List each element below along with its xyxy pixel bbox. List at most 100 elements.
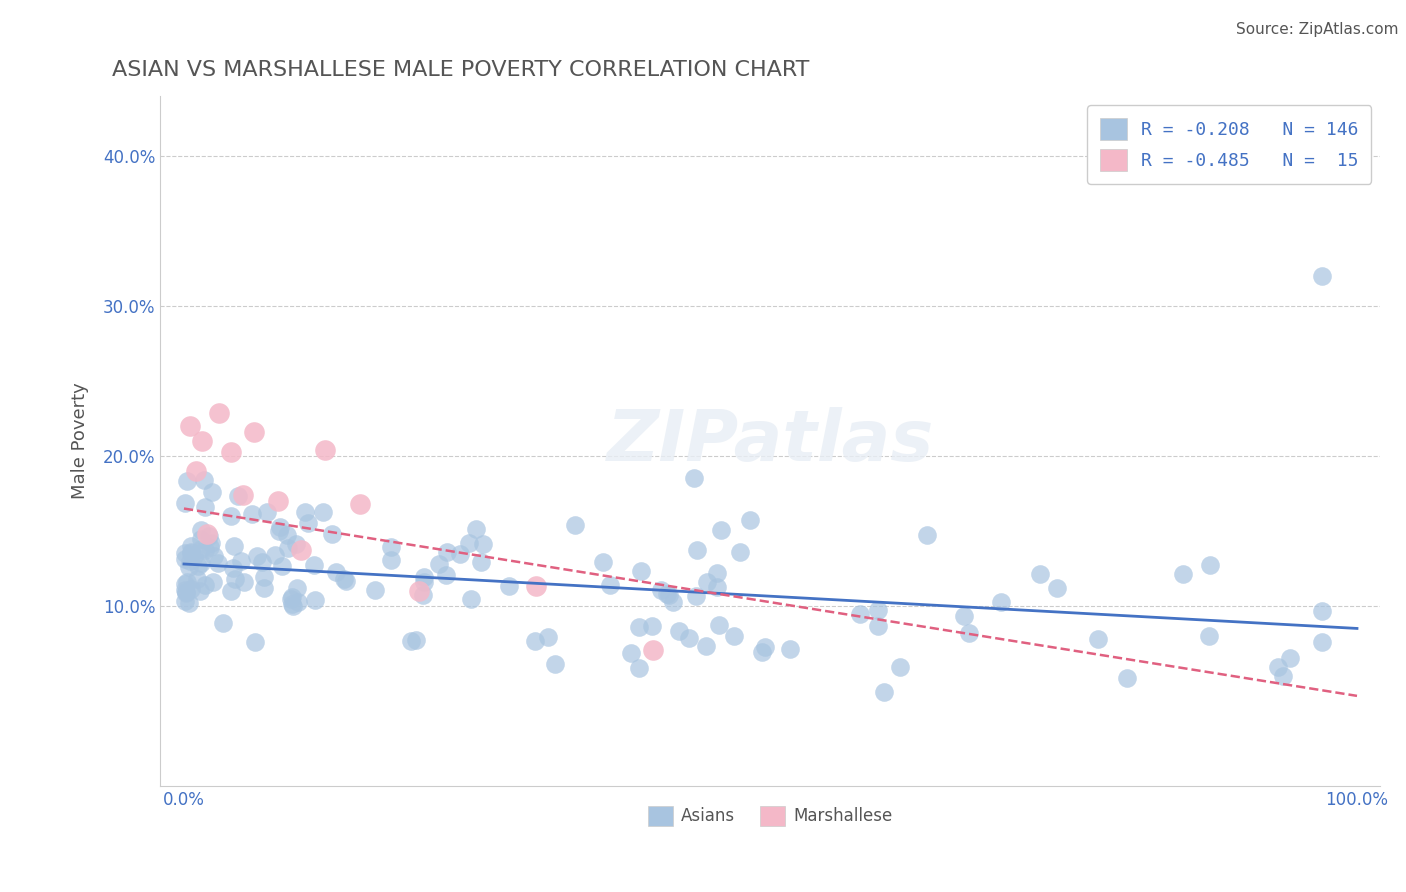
Point xyxy=(779,642,801,657)
Point xyxy=(627,620,650,634)
Point xyxy=(751,645,773,659)
Point xyxy=(312,505,335,519)
Text: ZIPatlas: ZIPatlas xyxy=(607,407,934,475)
Point xyxy=(1272,669,1295,683)
Point xyxy=(222,561,245,575)
Point xyxy=(184,464,207,478)
Point xyxy=(304,592,326,607)
Point xyxy=(188,584,211,599)
Legend: Asians, Marshallese: Asians, Marshallese xyxy=(641,799,900,832)
Point xyxy=(194,500,217,514)
Point xyxy=(544,657,567,672)
Point xyxy=(176,474,198,488)
Point xyxy=(868,619,890,633)
Point xyxy=(197,526,219,541)
Point xyxy=(449,547,471,561)
Point xyxy=(685,589,707,603)
Point xyxy=(460,592,482,607)
Point xyxy=(190,532,212,546)
Point xyxy=(668,624,690,639)
Point xyxy=(1310,269,1333,284)
Point xyxy=(627,660,650,674)
Text: Source: ZipAtlas.com: Source: ZipAtlas.com xyxy=(1236,22,1399,37)
Point xyxy=(253,581,276,595)
Point xyxy=(179,419,201,434)
Point xyxy=(187,558,209,573)
Point xyxy=(537,630,560,644)
Point xyxy=(232,488,254,502)
Point xyxy=(380,553,402,567)
Point xyxy=(174,582,197,597)
Point xyxy=(269,524,291,538)
Point xyxy=(219,445,242,459)
Point xyxy=(321,527,343,541)
Point xyxy=(180,545,202,559)
Point xyxy=(643,642,665,657)
Point xyxy=(630,564,652,578)
Point xyxy=(524,634,547,648)
Point xyxy=(408,584,430,599)
Point xyxy=(333,572,356,586)
Point xyxy=(179,554,201,568)
Point xyxy=(465,522,488,536)
Point xyxy=(990,594,1012,608)
Point xyxy=(302,558,325,572)
Text: ASIAN VS MARSHALLESE MALE POVERTY CORRELATION CHART: ASIAN VS MARSHALLESE MALE POVERTY CORREL… xyxy=(111,60,808,79)
Point xyxy=(194,578,217,592)
Point xyxy=(180,540,202,554)
Point xyxy=(957,625,980,640)
Point xyxy=(174,496,197,510)
Point xyxy=(174,546,197,560)
Point xyxy=(873,685,896,699)
Point xyxy=(592,555,614,569)
Point xyxy=(686,542,709,557)
Point xyxy=(200,536,222,550)
Point xyxy=(678,631,700,645)
Point xyxy=(413,570,436,584)
Y-axis label: Male Poverty: Male Poverty xyxy=(72,383,89,500)
Point xyxy=(280,591,302,606)
Point xyxy=(1310,635,1333,649)
Point xyxy=(427,557,450,571)
Point xyxy=(1087,632,1109,647)
Point xyxy=(190,556,212,570)
Point xyxy=(1029,566,1052,581)
Point xyxy=(915,528,938,542)
Point xyxy=(706,580,728,594)
Point xyxy=(207,556,229,570)
Point xyxy=(707,618,730,632)
Point xyxy=(190,523,212,537)
Point xyxy=(436,545,458,559)
Point xyxy=(180,546,202,560)
Point xyxy=(277,541,299,556)
Point xyxy=(1115,671,1137,685)
Point xyxy=(1198,629,1220,643)
Point xyxy=(219,509,242,524)
Point xyxy=(183,549,205,563)
Point xyxy=(641,619,664,633)
Point xyxy=(399,634,422,648)
Point xyxy=(889,660,911,674)
Point xyxy=(198,540,221,554)
Point xyxy=(290,543,312,558)
Point xyxy=(738,513,761,527)
Point xyxy=(1310,604,1333,618)
Point xyxy=(728,545,751,559)
Point xyxy=(179,559,201,574)
Point xyxy=(706,566,728,581)
Point xyxy=(1171,566,1194,581)
Point xyxy=(314,442,336,457)
Point xyxy=(412,575,434,590)
Point xyxy=(276,528,298,542)
Point xyxy=(661,595,683,609)
Point xyxy=(335,574,357,588)
Point xyxy=(174,576,197,591)
Point xyxy=(231,554,253,568)
Point xyxy=(198,529,221,543)
Point xyxy=(284,537,307,551)
Point xyxy=(325,565,347,579)
Point xyxy=(471,537,494,551)
Point xyxy=(177,596,200,610)
Point xyxy=(243,635,266,649)
Point xyxy=(180,582,202,597)
